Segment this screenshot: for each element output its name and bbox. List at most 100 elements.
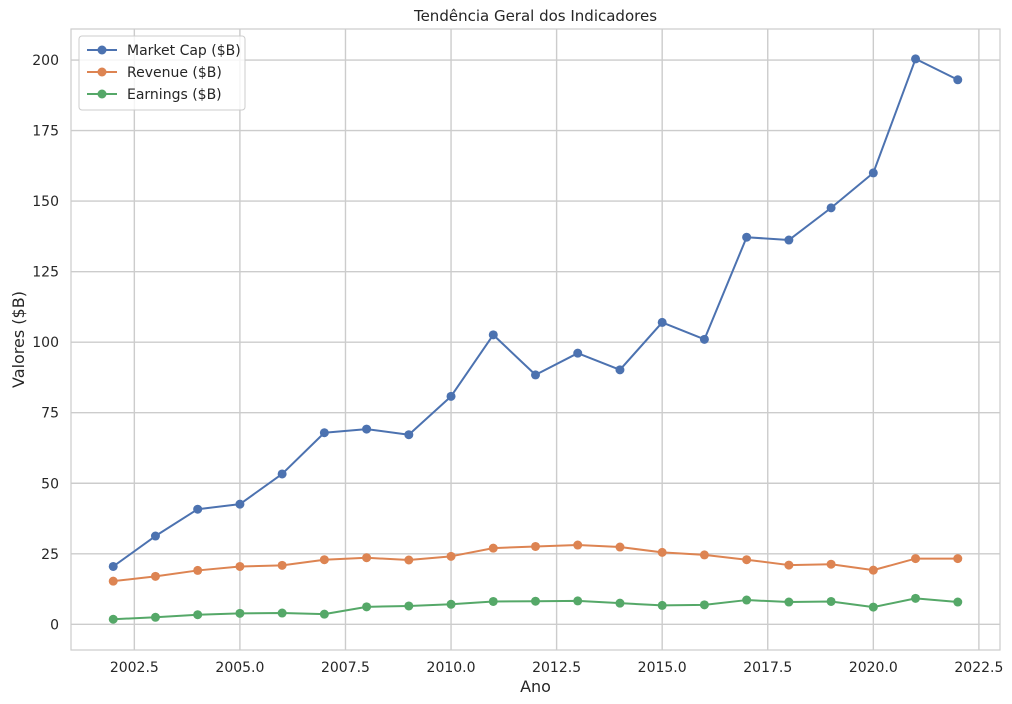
data-point [826, 203, 836, 213]
y-tick-label: 200 [32, 53, 59, 69]
data-point [277, 560, 287, 570]
data-point [362, 424, 372, 434]
data-point [531, 541, 540, 551]
data-point [235, 499, 245, 509]
chart-title: Tendência Geral dos Indicadores [413, 7, 657, 25]
legend-item: Market Cap ($B) [87, 43, 241, 59]
y-tick-label: 75 [41, 406, 59, 422]
data-point [108, 576, 118, 586]
data-point [742, 555, 752, 565]
data-point [531, 596, 540, 606]
data-point [150, 531, 160, 541]
data-point [657, 317, 667, 327]
data-point [953, 75, 963, 85]
plot-area-frame [70, 28, 1001, 651]
data-point [868, 565, 878, 575]
y-axis-label: Valores ($B) [9, 291, 28, 388]
data-point [699, 550, 709, 560]
data-point [953, 597, 963, 607]
data-point [826, 559, 836, 569]
series-0 [108, 54, 963, 571]
data-point [235, 561, 245, 571]
x-tick-label: 2017.5 [743, 660, 792, 676]
data-point [657, 547, 667, 557]
data-point [826, 596, 836, 606]
data-point [319, 428, 329, 438]
data-point [404, 555, 414, 565]
data-point [235, 608, 245, 618]
data-point [615, 365, 625, 375]
data-point [573, 540, 583, 550]
data-point [573, 348, 583, 358]
legend-box [78, 35, 246, 111]
grid [71, 29, 1000, 650]
data-point [488, 330, 498, 340]
data-point [277, 469, 287, 479]
data-point [868, 602, 878, 612]
legend: Market Cap ($B) Revenue ($B) Earnings ($B) [78, 35, 246, 111]
y-axis-ticks: 0 25 50 75 100 125 150 175 200 [32, 53, 59, 633]
data-point [911, 554, 921, 564]
series-1 [108, 540, 963, 586]
data-point [742, 595, 752, 605]
x-tick-label: 2012.5 [532, 660, 581, 676]
data-point [573, 596, 583, 606]
data-point [108, 614, 118, 624]
x-tick-label: 2022.5 [954, 660, 1003, 676]
data-point [193, 610, 203, 620]
legend-label: Revenue ($B) [127, 65, 222, 81]
y-tick-label: 100 [32, 335, 59, 351]
legend-label: Market Cap ($B) [127, 43, 241, 59]
series-2 [108, 593, 963, 624]
data-point [784, 597, 794, 607]
legend-marker [97, 67, 107, 77]
x-axis-ticks: 2002.5 2005.0 2007.5 2010.0 2012.5 2015.0 2017… [110, 660, 1004, 676]
y-tick-label: 0 [50, 617, 59, 633]
data-point [404, 430, 414, 440]
data-point [868, 168, 878, 178]
y-tick-label: 50 [41, 476, 59, 492]
legend-item: Earnings ($B) [87, 87, 222, 103]
data-point [446, 391, 456, 401]
data-point [657, 600, 667, 610]
data-point [446, 599, 456, 609]
data-point [362, 602, 372, 612]
data-point [488, 596, 498, 606]
x-tick-label: 2005.0 [215, 660, 264, 676]
data-point [193, 565, 203, 575]
data-point [404, 601, 414, 611]
data-point [784, 235, 794, 245]
data-point [615, 542, 625, 552]
data-point [319, 609, 329, 619]
y-tick-label: 25 [41, 547, 59, 563]
data-point [488, 543, 498, 553]
x-tick-label: 2020.0 [849, 660, 898, 676]
legend-marker [97, 89, 107, 99]
y-tick-label: 175 [32, 124, 59, 140]
data-point [699, 600, 709, 610]
data-point [742, 232, 752, 242]
data-point [150, 612, 160, 622]
data-point [784, 560, 794, 570]
data-point [319, 555, 329, 565]
data-point [277, 608, 287, 618]
data-point [193, 504, 203, 514]
data-point [531, 370, 540, 380]
data-point [911, 593, 921, 603]
data-point [615, 598, 625, 608]
data-point [953, 554, 963, 564]
data-point [446, 551, 456, 561]
data-point [911, 54, 921, 64]
data-point [699, 334, 709, 344]
legend-item: Revenue ($B) [87, 65, 222, 81]
x-tick-label: 2002.5 [110, 660, 159, 676]
data-point [362, 553, 372, 563]
y-tick-label: 150 [32, 194, 59, 210]
y-tick-label: 125 [32, 265, 59, 281]
legend-label: Earnings ($B) [127, 87, 222, 103]
x-tick-label: 2015.0 [638, 660, 687, 676]
x-tick-label: 2010.0 [427, 660, 476, 676]
data-point [108, 561, 118, 571]
x-axis-label: Ano [520, 677, 551, 696]
